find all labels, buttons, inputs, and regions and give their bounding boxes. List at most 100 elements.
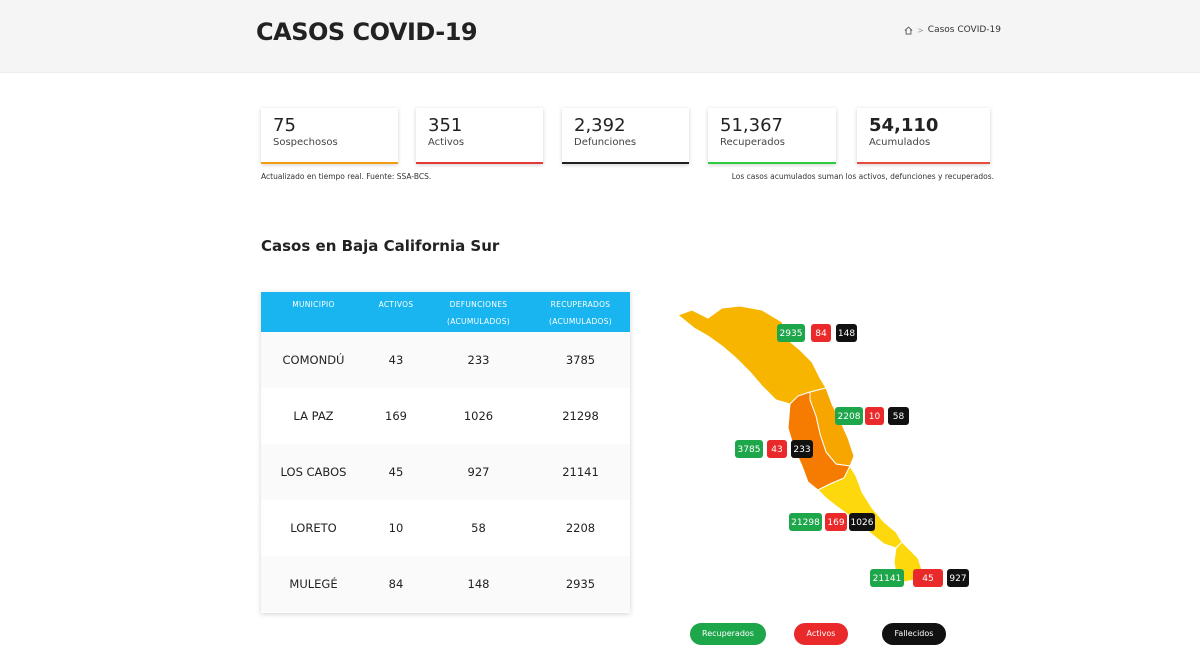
col-header-recuperados-line1: RECUPERADOS xyxy=(550,300,611,309)
cell-municipio: COMONDÚ xyxy=(282,353,345,367)
badge-activos-value: 45 xyxy=(922,574,933,584)
badge-activos xyxy=(865,407,884,425)
breadcrumb: > Casos COVID-19 xyxy=(904,25,1001,35)
cell-activos: 84 xyxy=(388,577,404,591)
breadcrumb-separator: > xyxy=(917,25,924,35)
badge-defunciones xyxy=(791,440,813,458)
page-header: CASOS COVID-19 > Casos COVID-19 xyxy=(0,0,1200,73)
badge-recuperados xyxy=(777,324,805,342)
section-title: Casos en Baja California Sur xyxy=(261,237,500,255)
cell-recuperados: 3785 xyxy=(565,353,596,367)
cell-defunciones: 148 xyxy=(467,577,490,591)
badge-activos xyxy=(811,324,831,342)
cell-municipio: LORETO xyxy=(290,521,337,535)
table-row: LA PAZ 169 1026 21298 xyxy=(261,388,630,444)
cell-defunciones: 233 xyxy=(467,353,490,367)
badge-group-lapaz: 21298 169 1026 xyxy=(789,513,875,531)
stat-bar xyxy=(261,162,398,164)
map-region-lapaz[interactable] xyxy=(817,464,903,549)
badge-activos-value: 84 xyxy=(815,329,827,339)
badge-recuperados xyxy=(835,407,863,425)
badge-defunciones-value: 58 xyxy=(893,412,905,422)
stat-bar xyxy=(562,162,689,164)
cell-recuperados: 21141 xyxy=(562,465,599,479)
badge-activos-value: 10 xyxy=(869,412,881,422)
badge-recuperados xyxy=(870,569,904,587)
stat-label: Sospechosos xyxy=(273,137,338,148)
badge-activos-value: 43 xyxy=(771,445,782,455)
home-icon[interactable] xyxy=(904,25,913,35)
badge-defunciones-value: 148 xyxy=(838,329,855,339)
badge-defunciones-value: 927 xyxy=(949,574,966,584)
page-title: CASOS COVID-19 xyxy=(256,18,478,46)
badge-defunciones xyxy=(836,324,857,342)
badge-group-loscabos: 21141 45 927 xyxy=(870,569,969,587)
cell-municipio: MULEGÉ xyxy=(289,577,338,591)
stat-bar xyxy=(708,162,836,164)
cell-activos: 10 xyxy=(388,521,404,535)
badge-group-comondu: 3785 43 233 xyxy=(735,440,813,458)
stat-label: Activos xyxy=(428,137,465,148)
stat-label: Recuperados xyxy=(720,137,785,148)
stat-value: 75 xyxy=(273,115,296,136)
col-header-activos: ACTIVOS xyxy=(378,300,414,309)
cell-defunciones: 58 xyxy=(471,521,486,535)
accumulated-note: Los casos acumulados suman los activos, … xyxy=(731,172,994,181)
breadcrumb-current: Casos COVID-19 xyxy=(927,25,1001,35)
legend-recuperados: Recuperados xyxy=(690,623,766,645)
badge-defunciones xyxy=(849,513,875,531)
cell-recuperados: 21298 xyxy=(562,409,599,423)
legend-activos: Activos xyxy=(794,623,848,645)
badge-activos xyxy=(767,440,787,458)
table-header: MUNICIPIO ACTIVOS DEFUNCIONES (ACUMULADO… xyxy=(261,292,630,332)
col-header-municipio: MUNICIPIO xyxy=(292,300,335,309)
cell-recuperados: 2208 xyxy=(565,521,596,535)
col-header-defunciones-line2: (ACUMULADOS) xyxy=(446,317,511,326)
stat-bar xyxy=(857,162,990,164)
cell-activos: 45 xyxy=(388,465,404,479)
bcs-map: 2935 84 148 2208 10 58 3785 43 233 21298… xyxy=(676,305,969,587)
badge-group-loreto: 2208 10 58 xyxy=(835,407,909,425)
badge-defunciones xyxy=(888,407,909,425)
stat-card-defunciones: 2,392 Defunciones xyxy=(562,108,689,164)
table-row: COMONDÚ 43 233 3785 xyxy=(261,332,630,388)
stat-value: 54,110 xyxy=(869,115,939,136)
stat-value: 351 xyxy=(428,115,463,136)
badge-activos xyxy=(825,513,847,531)
stat-card-sospechosos: 75 Sospechosos xyxy=(261,108,398,164)
badge-recuperados xyxy=(789,513,822,531)
map-region-mulege[interactable] xyxy=(676,305,827,405)
badge-defunciones-value: 1026 xyxy=(851,518,874,528)
badge-recuperados-value: 3785 xyxy=(738,445,761,455)
stat-value: 51,367 xyxy=(720,115,783,136)
stat-card-acumulados: 54,110 Acumulados xyxy=(857,108,990,164)
col-header-recuperados-line2: (ACUMULADOS) xyxy=(548,317,613,326)
cell-defunciones: 927 xyxy=(467,465,490,479)
stat-label: Defunciones xyxy=(574,137,637,148)
stat-bar xyxy=(416,162,543,164)
stat-value: 2,392 xyxy=(574,115,626,136)
table-row: LORETO 10 58 2208 xyxy=(261,500,630,556)
municipios-table: MUNICIPIO ACTIVOS DEFUNCIONES (ACUMULADO… xyxy=(261,292,630,613)
table-row: MULEGÉ 84 148 2935 xyxy=(261,556,630,612)
stat-label: Acumulados xyxy=(869,137,931,148)
badge-defunciones xyxy=(947,569,969,587)
cell-activos: 169 xyxy=(385,409,407,423)
cell-municipio: LA PAZ xyxy=(293,409,334,423)
badge-defunciones-value: 233 xyxy=(793,445,810,455)
col-header-defunciones-line1: DEFUNCIONES xyxy=(449,300,508,309)
cell-municipio: LOS CABOS xyxy=(280,465,347,479)
source-note: Actualizado en tiempo real. Fuente: SSA-… xyxy=(261,172,432,181)
legend-fallecidos: Fallecidos xyxy=(882,623,946,645)
stat-card-recuperados: 51,367 Recuperados xyxy=(708,108,836,164)
col-header-recuperados: RECUPERADOS (ACUMULADOS) xyxy=(531,296,630,330)
badge-recuperados-value: 2208 xyxy=(838,412,861,422)
badge-recuperados-value: 2935 xyxy=(780,329,803,339)
col-header-defunciones: DEFUNCIONES (ACUMULADOS) xyxy=(426,296,531,330)
stat-card-activos: 351 Activos xyxy=(416,108,543,164)
cell-activos: 43 xyxy=(388,353,404,367)
cell-defunciones: 1026 xyxy=(463,409,494,423)
badge-recuperados-value: 21141 xyxy=(873,574,902,584)
badge-activos-value: 169 xyxy=(827,518,844,528)
badge-recuperados xyxy=(735,440,763,458)
